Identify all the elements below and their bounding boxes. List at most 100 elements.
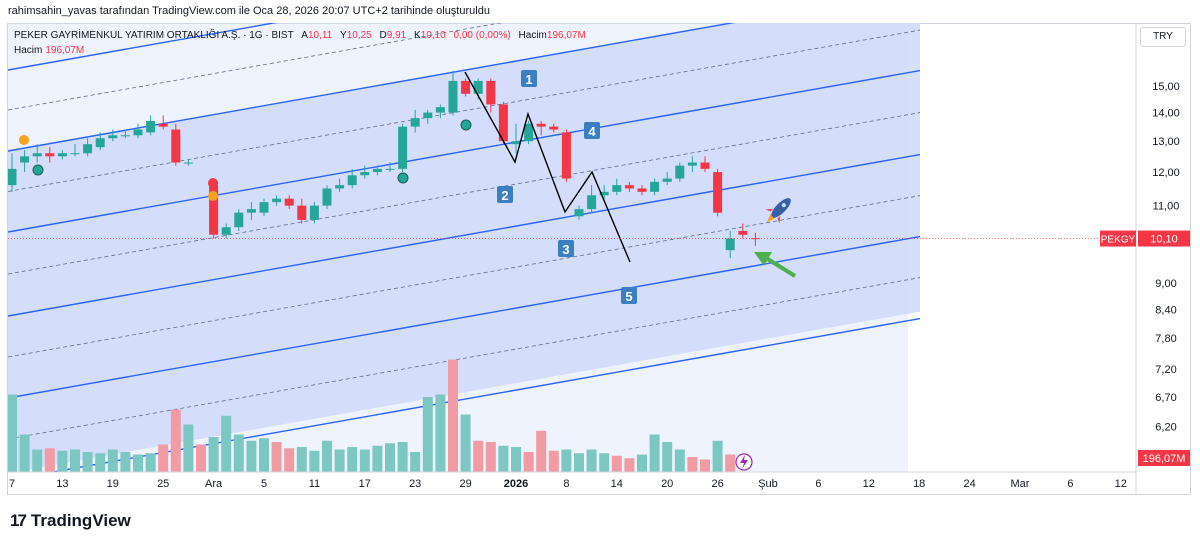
candle-body bbox=[398, 126, 408, 169]
time-tick-label: 17 bbox=[359, 478, 371, 490]
price-tick-label: 6,20 bbox=[1155, 422, 1176, 434]
volume-bar bbox=[422, 397, 433, 472]
volume-bar bbox=[485, 442, 496, 472]
volume-bar bbox=[397, 442, 408, 472]
channel-mid-line bbox=[8, 112, 921, 275]
volume-bars bbox=[8, 359, 736, 472]
candle-body bbox=[70, 153, 80, 155]
volume-bar bbox=[649, 434, 660, 472]
volume-bar bbox=[536, 430, 547, 472]
volume-bar bbox=[145, 453, 156, 472]
candle-body bbox=[549, 126, 559, 130]
volume-bar bbox=[687, 457, 698, 472]
volume-bar bbox=[511, 447, 521, 472]
volume-bar bbox=[95, 453, 106, 472]
candle-body bbox=[675, 165, 685, 179]
volume-bar bbox=[561, 449, 572, 472]
volume-label: Hacim bbox=[518, 30, 547, 41]
candle-body bbox=[624, 185, 634, 189]
volume-bar bbox=[322, 440, 332, 472]
price-tick-label: 6,70 bbox=[1155, 392, 1176, 404]
time-tick-label: 8 bbox=[563, 478, 569, 490]
wave-label-box bbox=[584, 122, 600, 139]
currency-button[interactable]: TRY bbox=[1140, 27, 1186, 47]
open-label: A bbox=[301, 30, 308, 41]
candle-body bbox=[410, 118, 420, 127]
candle-body bbox=[272, 198, 282, 203]
price-tick-label: 11,00 bbox=[1153, 201, 1180, 213]
price-axis[interactable]: 15,00 14,00 13,00 12,00 11,00 9,00 8,40 7,80 7,2… bbox=[1100, 23, 1190, 495]
time-tick-label: 25 bbox=[157, 478, 169, 490]
regression-channel[interactable] bbox=[8, 0, 921, 480]
symbol-tag-text: PEKGY bbox=[1101, 235, 1136, 246]
symbol-name: PEKER GAYRİMENKUL YATIRIM ORTAKLIĞI A.Ş.… bbox=[14, 30, 294, 41]
wave-label-text: 4 bbox=[588, 124, 596, 139]
volume-bar bbox=[57, 450, 68, 472]
volume-bar bbox=[548, 450, 559, 472]
candle-body bbox=[221, 227, 231, 235]
time-axis[interactable]: 7 13 19 25 Ara 5 11 17 23 29 2026 8 14 20 26 Şub 6 12 18 24… bbox=[8, 471, 1136, 490]
tradingview-logo-icon: 17 bbox=[10, 511, 27, 530]
close-label: K bbox=[414, 30, 421, 41]
candle-body bbox=[57, 153, 67, 157]
candle-body bbox=[612, 185, 622, 192]
candle-body bbox=[599, 191, 609, 196]
candle-body bbox=[183, 162, 193, 164]
candle-body bbox=[713, 172, 723, 213]
candle-body bbox=[259, 202, 269, 213]
volume-bar bbox=[700, 459, 710, 472]
candle-body bbox=[561, 132, 571, 179]
candle-body bbox=[423, 112, 433, 119]
change-value: 0,00 (0,00%) bbox=[453, 30, 511, 41]
candle-body bbox=[284, 198, 294, 206]
close-value: 10,10 bbox=[420, 30, 446, 41]
volume-bar bbox=[19, 434, 30, 472]
candle-body bbox=[435, 107, 445, 113]
time-tick-label: 5 bbox=[261, 478, 267, 490]
volume-tag-text: 196,07M bbox=[1143, 453, 1186, 465]
price-tick-label: 8,40 bbox=[1155, 305, 1176, 317]
candle-body bbox=[461, 80, 471, 94]
volume-bar bbox=[611, 455, 622, 472]
wave-label-box bbox=[497, 186, 513, 203]
candle-body bbox=[95, 138, 105, 148]
price-tick-label: 9,00 bbox=[1155, 278, 1176, 290]
candle-body bbox=[687, 162, 697, 166]
volume-bar bbox=[725, 454, 736, 472]
candle-body bbox=[322, 188, 332, 206]
time-tick-label: 13 bbox=[56, 478, 68, 490]
time-tick-label: 6 bbox=[815, 478, 821, 490]
volume-bar bbox=[473, 440, 484, 472]
green-arrow-head bbox=[754, 252, 772, 266]
candle-body bbox=[662, 178, 672, 182]
annotations[interactable]: 1 2 3 4 5 bbox=[8, 70, 1136, 471]
time-tick-label: 18 bbox=[913, 478, 925, 490]
volume-bar bbox=[334, 449, 345, 472]
channel-line bbox=[8, 69, 921, 233]
volume-tag-box bbox=[1138, 450, 1190, 466]
candle-body bbox=[347, 175, 357, 186]
signal-dot bbox=[208, 178, 218, 188]
time-tick-label: 23 bbox=[409, 478, 421, 490]
channel-line bbox=[8, 235, 921, 399]
price-tick-label: 13,00 bbox=[1152, 136, 1180, 148]
volume-legend-label: Hacim bbox=[14, 45, 43, 56]
volume-legend-value: 196,07M bbox=[45, 45, 85, 56]
channel-line bbox=[8, 153, 921, 317]
rocket-window bbox=[781, 203, 786, 208]
price-tick-label: 12,00 bbox=[1152, 167, 1180, 179]
candle-body bbox=[234, 212, 244, 228]
chart-caption: rahimsahin_yavas tarafından TradingView.… bbox=[8, 5, 490, 17]
candle-body bbox=[725, 238, 735, 251]
volume-bar bbox=[662, 442, 673, 472]
volume-bar bbox=[183, 424, 194, 472]
volume-bar bbox=[309, 450, 320, 472]
signal-dot bbox=[32, 164, 44, 176]
time-tick-label: Mar bbox=[1011, 478, 1030, 490]
volume-bar bbox=[259, 438, 269, 472]
time-tick-label: Şub bbox=[758, 478, 778, 490]
volume-bar bbox=[574, 453, 584, 472]
wave-label-text: 5 bbox=[625, 289, 632, 304]
candle-body bbox=[372, 168, 382, 173]
